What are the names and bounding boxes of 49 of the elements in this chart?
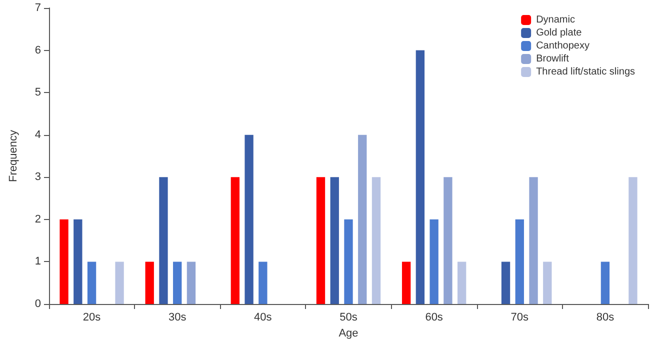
y-tick-label: 3 (34, 171, 41, 184)
x-tick-label: 80s (596, 312, 615, 324)
y-tick-label: 0 (34, 298, 41, 310)
x-tick-label: 20s (82, 312, 102, 324)
x-axis-title: Age (338, 328, 358, 340)
bar (358, 134, 367, 304)
bar (501, 262, 510, 304)
x-tick-label: 30s (168, 312, 187, 324)
y-tick-label: 1 (34, 256, 41, 268)
bar (244, 134, 254, 304)
bar (402, 262, 411, 304)
legend-label: Browlift (536, 54, 570, 64)
y-tick-label: 2 (34, 213, 41, 226)
bar (543, 262, 552, 304)
legend-label: Canthopexy (536, 40, 590, 52)
bar (628, 177, 638, 304)
bar (74, 219, 82, 304)
bar (444, 177, 452, 304)
y-tick-label: 6 (34, 44, 41, 56)
bar (230, 177, 240, 304)
bar (173, 262, 182, 304)
y-tick-label: 7 (34, 2, 41, 14)
legend-label: Dynamic (536, 14, 575, 26)
x-tick-label: 60s (425, 312, 444, 324)
bar (159, 177, 168, 304)
bar (600, 262, 610, 304)
bar (372, 177, 381, 304)
y-tick-label: 4 (34, 128, 41, 141)
y-axis-title: Frequency (8, 130, 20, 182)
x-tick-label: 50s (340, 312, 358, 324)
x-tick-label: 70s (510, 312, 530, 324)
bar (330, 177, 339, 304)
bar (186, 262, 196, 304)
bar (529, 177, 538, 304)
bar (145, 262, 154, 304)
bar (87, 262, 96, 304)
bar (416, 50, 425, 304)
y-tick-label: 5 (34, 86, 41, 99)
x-tick-label: 40s (254, 312, 272, 324)
bar (430, 219, 438, 304)
legend-label: Gold plate (536, 28, 582, 38)
legend-label: Thread lift/static slings (536, 66, 636, 78)
bar (344, 219, 353, 304)
bar (115, 262, 124, 304)
bar (258, 262, 268, 304)
bar (457, 262, 466, 304)
bar (515, 219, 524, 304)
bar (316, 177, 326, 304)
bar (60, 219, 68, 304)
